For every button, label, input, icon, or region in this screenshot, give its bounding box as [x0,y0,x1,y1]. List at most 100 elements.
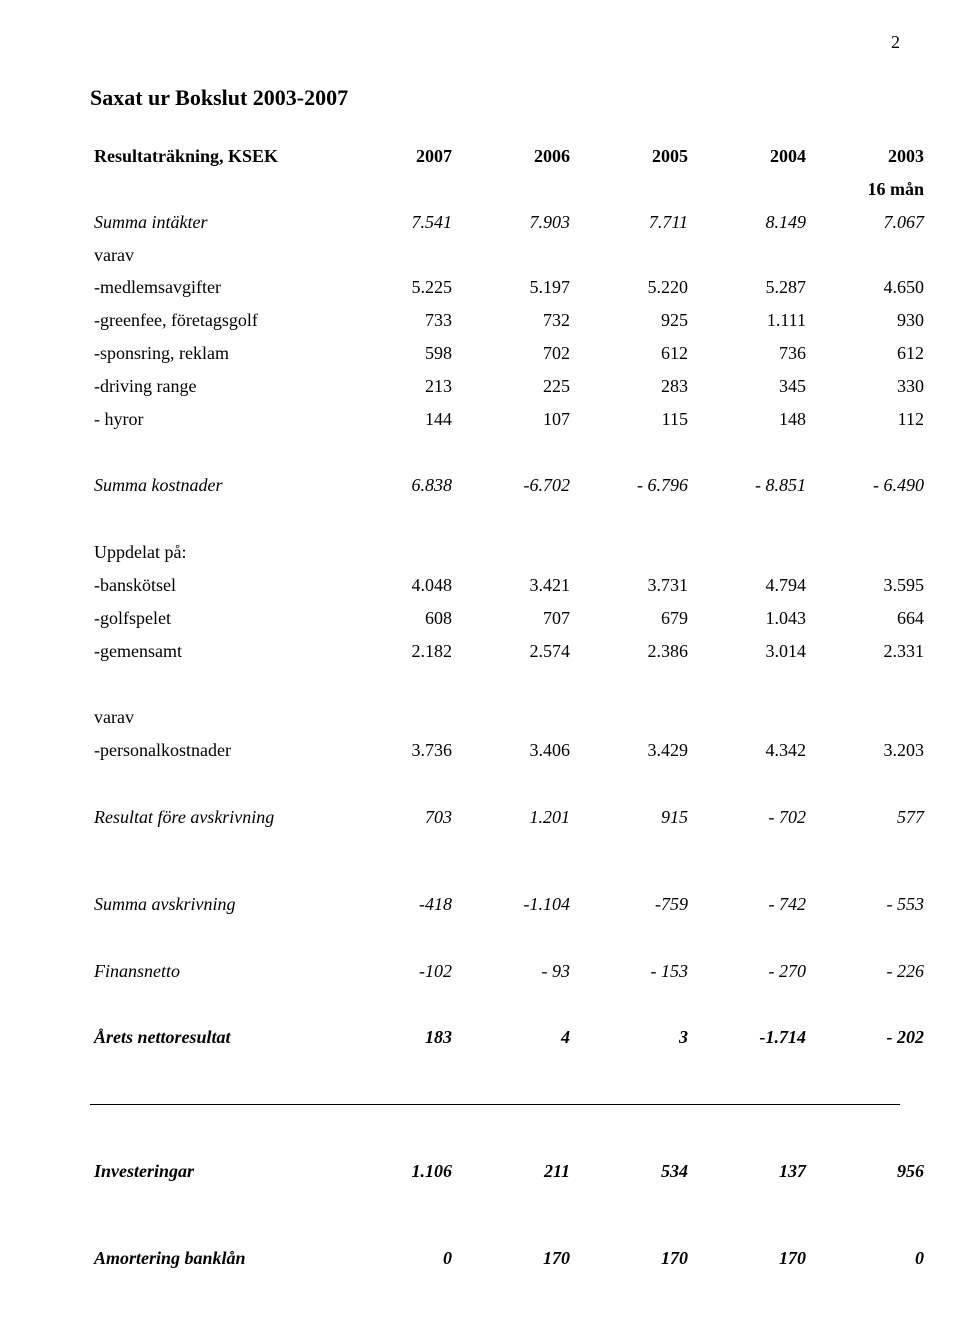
row-value [456,536,574,569]
row-value: 702 [456,337,574,370]
row-value: 3.406 [456,734,574,767]
row-value: 107 [456,403,574,436]
table-row: -greenfee, företagsgolf7337329251.111930 [90,304,928,337]
row-label: Summa kostnader [90,469,338,502]
row-label: -sponsring, reklam [90,337,338,370]
income-statement-table: Resultaträkning, KSEK 2007 2006 2005 200… [90,140,928,1054]
row-value: 2.574 [456,635,574,668]
footer-table: Investeringar1.106211534137956 Amorterin… [90,1155,928,1275]
row-label: -driving range [90,370,338,403]
row-value: 4.650 [810,271,928,304]
table-row: Summa intäkter7.5417.9037.7118.1497.067 [90,206,928,239]
row-value: 608 [338,602,456,635]
row-value: 4.794 [692,569,810,602]
row-value [456,701,574,734]
row-value: 707 [456,602,574,635]
row-value [574,536,692,569]
table-row: -golfspelet6087076791.043664 [90,602,928,635]
header-year: 2006 [456,140,574,173]
row-value: 733 [338,304,456,337]
table-row: Uppdelat på: [90,536,928,569]
row-value: 664 [810,602,928,635]
row-label: Finansnetto [90,955,338,988]
table-row: -gemensamt2.1822.5742.3863.0142.331 [90,635,928,668]
row-label: Summa intäkter [90,206,338,239]
row-label: Investeringar [90,1155,338,1188]
table-row: - hyror144107115148112 [90,403,928,436]
row-label: varav [90,239,338,272]
row-value: 1.201 [456,801,574,834]
row-value: 736 [692,337,810,370]
row-label: -gemensamt [90,635,338,668]
row-value: 3.736 [338,734,456,767]
row-value: 4 [456,1021,574,1054]
table-row: Amortering banklån01701701700 [90,1242,928,1275]
row-value [810,239,928,272]
table-row: Investeringar1.106211534137956 [90,1155,928,1188]
table-row: Årets nettoresultat18343-1.714- 202 [90,1021,928,1054]
row-value: 137 [692,1155,810,1188]
row-value [338,536,456,569]
row-label: -medlemsavgifter [90,271,338,304]
row-value [456,239,574,272]
row-value: 3.731 [574,569,692,602]
row-value: - 202 [810,1021,928,1054]
row-value: 2.331 [810,635,928,668]
row-value [574,701,692,734]
header-label: Resultaträkning, KSEK [90,140,338,173]
row-value: - 226 [810,955,928,988]
row-value: 930 [810,304,928,337]
row-value: 534 [574,1155,692,1188]
row-value: 5.197 [456,271,574,304]
row-value: 612 [574,337,692,370]
row-value: -1.714 [692,1021,810,1054]
row-label: Uppdelat på: [90,536,338,569]
row-label: Resultat före avskrivning [90,801,338,834]
row-value: 330 [810,370,928,403]
row-value: 7.711 [574,206,692,239]
row-label: Summa avskrivning [90,888,338,921]
row-value: 1.043 [692,602,810,635]
row-value: -418 [338,888,456,921]
row-value: 4.342 [692,734,810,767]
row-value: 3.421 [456,569,574,602]
row-value: 211 [456,1155,574,1188]
row-value: -1.104 [456,888,574,921]
row-value: 115 [574,403,692,436]
row-value: -6.702 [456,469,574,502]
row-value: 170 [456,1242,574,1275]
row-value: 598 [338,337,456,370]
row-value: -102 [338,955,456,988]
row-value: 170 [692,1242,810,1275]
row-value: 4.048 [338,569,456,602]
row-label: Årets nettoresultat [90,1021,338,1054]
row-value: 925 [574,304,692,337]
row-value: - 6.796 [574,469,692,502]
table-row: -personalkostnader3.7363.4063.4294.3423.… [90,734,928,767]
table-row: Finansnetto-102- 93- 153- 270- 226 [90,955,928,988]
row-value: 8.149 [692,206,810,239]
row-value: 3.203 [810,734,928,767]
table-row: varav [90,239,928,272]
row-value [338,701,456,734]
row-value: 915 [574,801,692,834]
header-year: 2007 [338,140,456,173]
row-value: - 702 [692,801,810,834]
row-value: 112 [810,403,928,436]
row-value: - 8.851 [692,469,810,502]
row-label: - hyror [90,403,338,436]
row-value: 345 [692,370,810,403]
section-divider [90,1104,900,1105]
table-row: varav [90,701,928,734]
table-row: -medlemsavgifter5.2255.1975.2205.2874.65… [90,271,928,304]
row-label: Amortering banklån [90,1242,338,1275]
row-value [692,239,810,272]
row-value: 2.182 [338,635,456,668]
row-value: -759 [574,888,692,921]
table-row: Resultat före avskrivning7031.201915- 70… [90,801,928,834]
header-year: 2004 [692,140,810,173]
row-label: -greenfee, företagsgolf [90,304,338,337]
table-row: Summa kostnader6.838-6.702- 6.796- 8.851… [90,469,928,502]
page-title: Saxat ur Bokslut 2003-2007 [90,80,900,115]
table-row: -sponsring, reklam598702612736612 [90,337,928,370]
